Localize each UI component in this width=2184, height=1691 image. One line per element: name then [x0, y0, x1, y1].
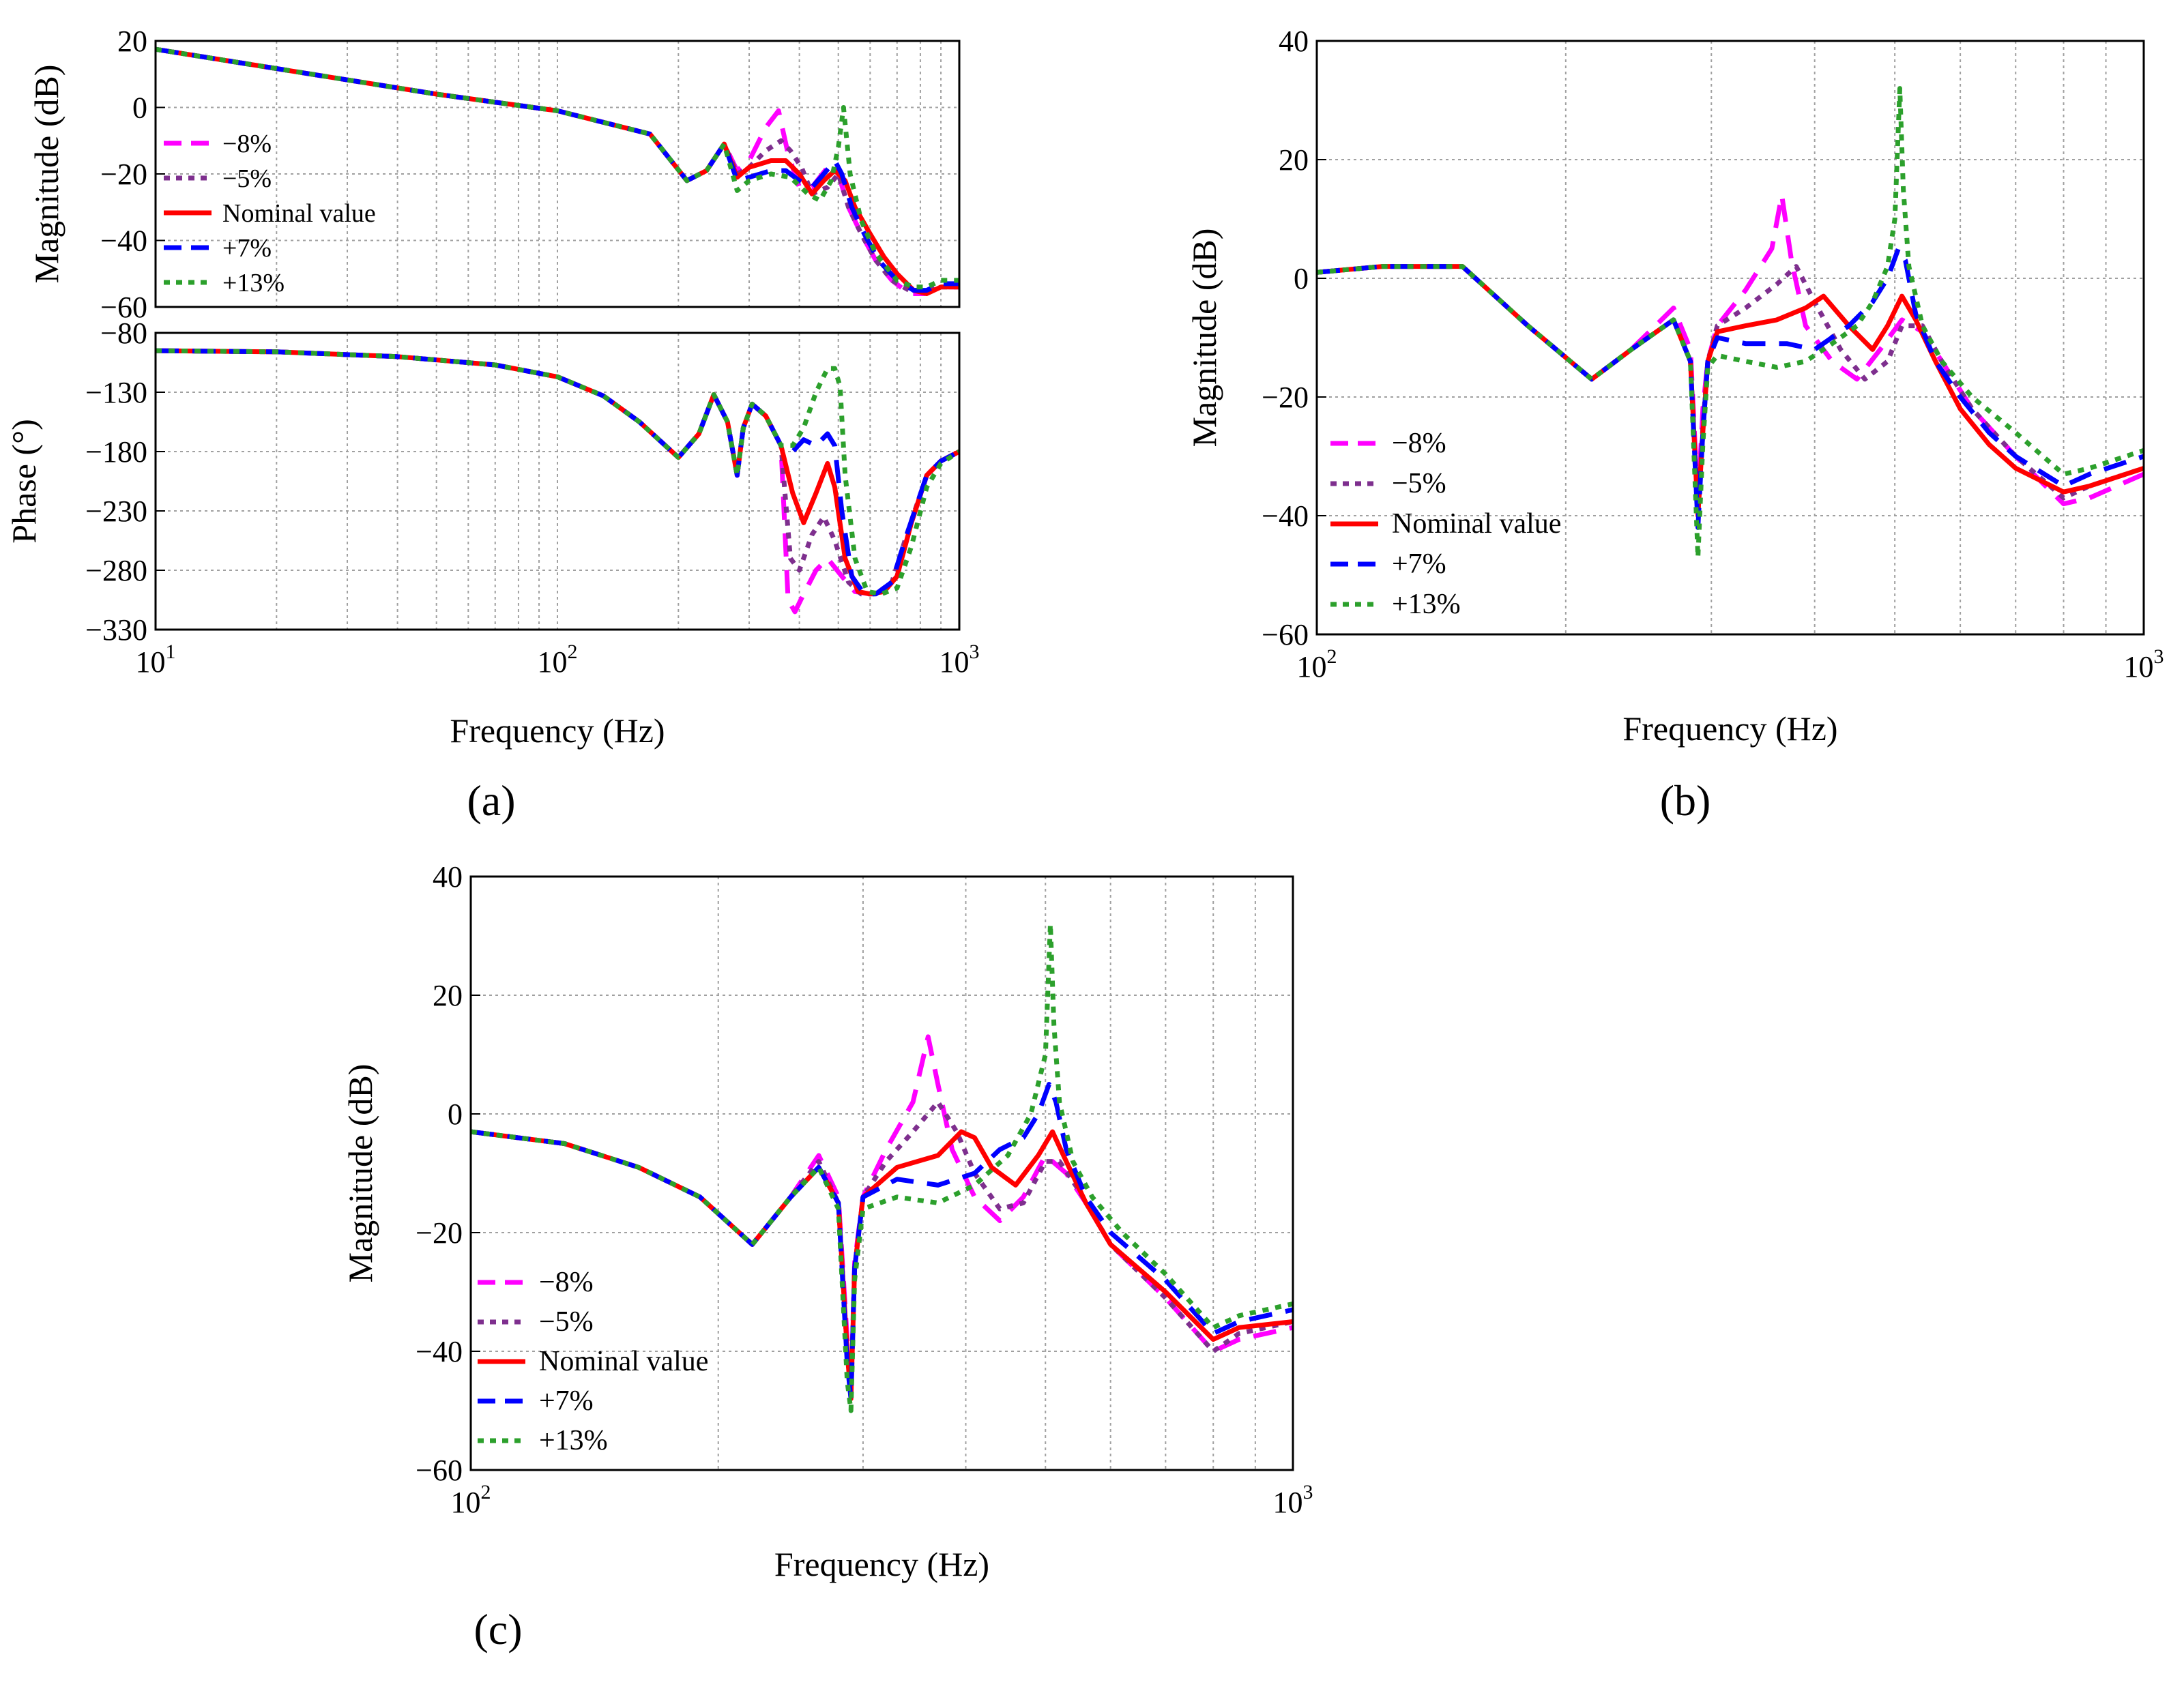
series-group [471, 922, 1293, 1413]
legend-label: +7% [539, 1385, 594, 1417]
y-tick-label: −20 [1262, 381, 1309, 414]
grid-b-magnitude [1317, 41, 2144, 634]
x-axis-title: Frequency (Hz) [1622, 709, 1837, 748]
series-line-3 [471, 1129, 1293, 1402]
legend-label: +7% [222, 234, 272, 263]
y-tick-label: −40 [416, 1335, 463, 1368]
axes-box [1315, 40, 2145, 636]
y-tick-label: 20 [1279, 143, 1309, 177]
legend-label: −5% [222, 164, 272, 193]
legend: −8% −5% Nominal value +7% +13% [164, 130, 376, 297]
panel-label: (a) [467, 776, 515, 825]
x-tick-exponent: 2 [1327, 645, 1337, 668]
y-tick-label: 20 [117, 25, 147, 58]
y-tick-label: −230 [85, 495, 147, 528]
legend-label: +13% [222, 269, 285, 297]
y-tick-label: −20 [416, 1216, 463, 1250]
y-tick-label: −80 [100, 317, 147, 350]
legend-label: −8% [539, 1267, 594, 1298]
y-tick-label: 20 [433, 979, 463, 1012]
y-tick-label: 0 [1294, 262, 1309, 295]
x-tick-label: 103 [940, 641, 980, 679]
x-tick-label: 102 [1297, 645, 1337, 683]
y-axis-title: Phase (°) [5, 419, 43, 543]
y-tick-label: −130 [85, 376, 147, 409]
legend-label: +7% [1392, 548, 1446, 580]
panel-label: (c) [474, 1605, 522, 1653]
x-tick-label: 101 [136, 641, 176, 679]
y-tick-label: 0 [132, 91, 147, 125]
x-tick-exponent: 1 [166, 641, 176, 663]
series-line-2 [1317, 264, 2144, 518]
y-tick-label: 40 [1279, 25, 1309, 58]
y-tick-label: −280 [85, 554, 147, 587]
grid-c-magnitude [471, 877, 1293, 1470]
series-line-4 [471, 1082, 1293, 1402]
chart-a-magnitude: 20 0 −20 −40 −60 Magnitude (dB) −8% −5% Nominal … [27, 25, 961, 324]
y-axis-title: Magnitude (dB) [341, 1064, 379, 1283]
legend-label: −5% [539, 1306, 594, 1338]
y-tick-label: −40 [1262, 499, 1309, 533]
x-tick-label: 102 [538, 641, 578, 679]
x-tick-exponent: 3 [1303, 1481, 1313, 1503]
series-line-1 [471, 1034, 1293, 1396]
legend-label: Nominal value [539, 1346, 708, 1377]
x-tick-exponent: 3 [970, 641, 980, 663]
legend-label: −5% [1392, 468, 1446, 499]
y-tick-label: 0 [448, 1098, 463, 1131]
legend: −8% −5% Nominal value +7% +13% [1330, 428, 1561, 620]
series-line-2 [156, 46, 959, 293]
panel-label: (b) [1660, 776, 1711, 825]
series-line-3 [156, 46, 959, 296]
series-group [156, 46, 959, 296]
x-axis-title: Frequency (Hz) [450, 711, 665, 750]
legend-label: −8% [222, 130, 272, 158]
series-line-5 [156, 46, 959, 290]
x-axis-title: Frequency (Hz) [774, 1545, 989, 1583]
y-axis-title: Magnitude (dB) [27, 65, 65, 284]
x-tick-label: 103 [2124, 645, 2164, 683]
series-group [1317, 86, 2144, 560]
x-tick-label: 103 [1273, 1481, 1313, 1519]
y-tick-label: −180 [85, 435, 147, 469]
y-tick-label: −60 [1262, 618, 1309, 651]
series-line-5 [156, 348, 959, 597]
series-group [156, 348, 959, 615]
x-tick-exponent: 2 [568, 641, 578, 663]
y-tick-label: 40 [433, 860, 463, 894]
x-tick-exponent: 3 [2154, 645, 2164, 668]
legend-label: Nominal value [1392, 508, 1561, 540]
legend-label: Nominal value [222, 199, 376, 228]
y-tick-label: −330 [85, 613, 147, 647]
legend: −8% −5% Nominal value +7% +13% [478, 1267, 708, 1456]
y-tick-label: −40 [100, 224, 147, 258]
legend-label: −8% [1392, 428, 1446, 459]
y-tick-label: −20 [100, 158, 147, 191]
x-tick-label: 102 [451, 1481, 491, 1519]
x-tick-exponent: 2 [481, 1481, 491, 1503]
legend-label: +13% [539, 1425, 608, 1456]
axes-box [469, 875, 1294, 1471]
y-tick-label: −60 [100, 291, 147, 324]
axes-box [154, 332, 961, 631]
series-line-5 [471, 922, 1293, 1413]
y-axis-title: Magnitude (dB) [1185, 229, 1223, 447]
legend-label: +13% [1392, 589, 1461, 620]
y-tick-label: −60 [416, 1454, 463, 1487]
